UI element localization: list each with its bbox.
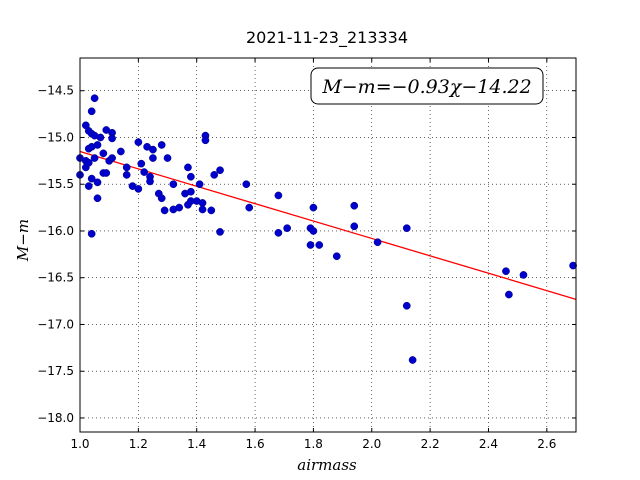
data-point — [87, 107, 96, 116]
data-point — [402, 224, 411, 233]
data-point — [149, 145, 157, 154]
plot-frame — [79, 57, 577, 433]
data-point — [309, 227, 318, 235]
data-point — [169, 180, 178, 189]
data-point — [84, 182, 93, 190]
data-point — [502, 267, 510, 276]
ticks — [79, 58, 576, 432]
fit-line-layer — [79, 150, 577, 300]
data-point — [332, 252, 341, 261]
x-tick-label: 1.8 — [304, 437, 323, 451]
y-tick-label: −17.5 — [37, 364, 74, 378]
equation-box — [310, 67, 544, 105]
data-point — [140, 168, 149, 176]
points-layer — [76, 94, 577, 364]
data-point — [195, 180, 204, 189]
data-point — [350, 201, 359, 210]
data-point — [87, 229, 96, 238]
data-point — [198, 199, 207, 207]
data-point — [201, 136, 210, 145]
data-point — [108, 154, 116, 162]
data-point — [519, 271, 528, 279]
data-point — [184, 163, 192, 172]
equation-text: M−m=−0.93χ−14.22 — [321, 76, 531, 98]
data-point — [90, 94, 99, 103]
data-point — [245, 203, 254, 212]
y-tick-label: −18.0 — [37, 411, 74, 425]
data-point — [99, 149, 108, 158]
data-point — [306, 241, 315, 249]
data-point — [90, 154, 99, 162]
data-point — [102, 169, 111, 177]
chart-title: 2021-11-23_213334 — [246, 28, 408, 48]
data-point — [187, 172, 195, 181]
data-point — [146, 177, 154, 186]
data-point — [350, 222, 359, 231]
data-point — [187, 187, 195, 196]
data-point — [408, 356, 417, 364]
data-point — [207, 206, 216, 215]
data-point — [274, 228, 283, 237]
data-point — [134, 185, 143, 193]
data-point — [198, 205, 207, 214]
data-point — [134, 138, 143, 146]
data-point — [149, 154, 157, 162]
y-tick-label: −15.5 — [37, 177, 74, 191]
data-point — [93, 178, 102, 187]
data-point — [93, 194, 102, 203]
x-tick-labels: 1.0 1.2 1.4 1.6 1.8 2.0 2.2 2.4 2.6 — [70, 437, 556, 451]
equation-annotation: M−m=−0.93χ−14.22 — [310, 67, 544, 105]
data-point — [283, 224, 292, 233]
data-point — [274, 191, 283, 200]
data-point — [160, 206, 169, 215]
data-point — [373, 238, 382, 247]
data-point — [315, 241, 324, 249]
data-point — [569, 261, 577, 270]
y-tick-label: −16.0 — [37, 224, 74, 238]
data-point — [96, 133, 105, 142]
x-tick-label: 2.4 — [479, 437, 498, 451]
y-tick-label: −17.0 — [37, 317, 74, 331]
data-point — [157, 194, 166, 203]
y-tick-label: −14.5 — [37, 84, 74, 98]
data-point — [122, 163, 131, 172]
data-point — [216, 166, 224, 175]
data-point — [163, 154, 172, 162]
x-tick-label: 1.2 — [129, 437, 148, 451]
data-point — [309, 203, 318, 212]
y-axis-label: M−m — [14, 219, 32, 262]
data-point — [108, 134, 116, 143]
x-tick-label: 1.0 — [70, 437, 89, 451]
data-point — [157, 141, 166, 149]
x-tick-label: 2.2 — [421, 437, 440, 451]
fit-line — [79, 150, 577, 300]
data-point — [216, 228, 224, 236]
data-point — [242, 180, 251, 189]
y-tick-label: −16.5 — [37, 271, 74, 285]
data-point — [137, 159, 146, 168]
x-tick-label: 2.0 — [362, 437, 381, 451]
x-axis-label: airmass — [297, 456, 357, 474]
data-point — [122, 171, 131, 179]
data-point — [116, 147, 125, 156]
y-tick-label: −15.0 — [37, 130, 74, 144]
data-point — [87, 174, 96, 183]
x-tick-label: 2.6 — [537, 437, 556, 451]
y-tick-labels: −14.5 −15.0 −15.5 −16.0 −16.5 −17.0 −17.5 −18.0 — [37, 84, 74, 425]
data-point — [402, 301, 411, 310]
data-point — [210, 171, 219, 179]
data-point — [93, 141, 102, 149]
data-point — [505, 290, 513, 299]
x-tick-label: 1.6 — [246, 437, 265, 451]
x-tick-label: 1.4 — [187, 437, 206, 451]
data-point — [175, 203, 184, 212]
data-point — [84, 158, 93, 167]
